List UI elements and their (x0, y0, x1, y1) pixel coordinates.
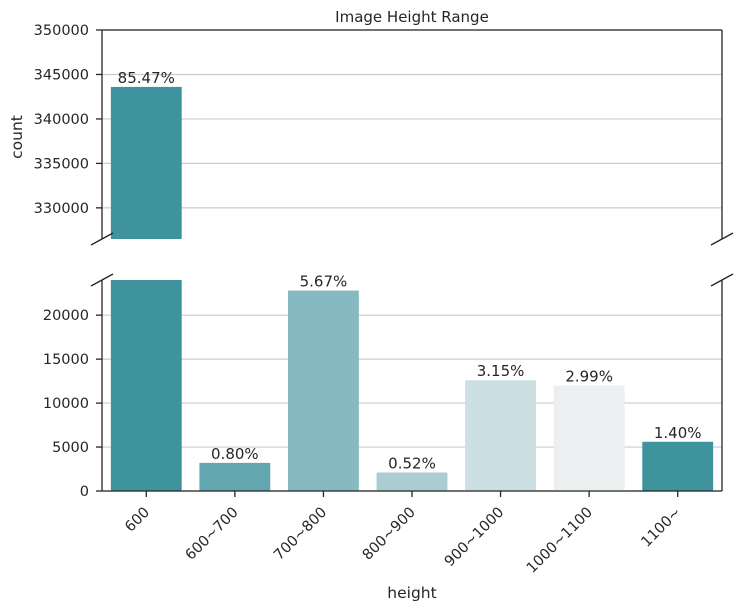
data-label-4: 3.15% (477, 362, 525, 380)
bar-lower-0 (110, 280, 182, 491)
data-label-2: 5.67% (300, 273, 348, 291)
bar-lower-4 (465, 380, 536, 491)
upper-y-tick-label-0: 330000 (34, 201, 89, 217)
upper-y-tick-label-3: 345000 (34, 67, 89, 83)
data-label-0: 85.47% (118, 69, 175, 87)
x-tick-label-1: 600~700 (183, 505, 242, 564)
bar-layer (110, 86, 714, 491)
data-label-6: 1.40% (654, 424, 702, 442)
tick-layer (96, 29, 679, 497)
x-tick-label-4: 900~1000 (442, 505, 508, 571)
data-label-5: 2.99% (565, 368, 613, 386)
break-mark-upper-left (90, 232, 114, 246)
break-mark-upper-right (710, 232, 734, 246)
data-label-1: 0.80% (211, 445, 259, 463)
spine-layer (90, 29, 734, 492)
break-mark-lower-right (710, 273, 734, 287)
lower-y-tick-label-3: 15000 (43, 352, 89, 368)
x-tick-label-6: 1100~ (639, 505, 685, 551)
upper-y-tick-label-4: 350000 (34, 23, 89, 39)
lower-y-tick-label-2: 10000 (43, 396, 89, 412)
data-label-3: 0.52% (388, 455, 436, 473)
lower-y-tick-label-4: 20000 (43, 308, 89, 324)
grid-layer (102, 29, 722, 492)
upper-y-tick-label-1: 335000 (34, 156, 89, 172)
x-tick-label-5: 1000~1100 (524, 505, 596, 577)
x-tick-label-0: 600 (122, 505, 153, 536)
x-tick-label-3: 800~900 (360, 505, 419, 564)
lower-y-tick-label-0: 0 (80, 484, 89, 500)
upper-y-tick-label-2: 340000 (34, 112, 89, 128)
x-tick-label-2: 700~800 (271, 505, 330, 564)
x-axis-title: height (387, 584, 436, 602)
bar-lower-6 (642, 441, 714, 491)
bar-lower-5 (553, 385, 625, 491)
lower-y-tick-label-1: 5000 (52, 440, 89, 456)
bar-lower-2 (288, 290, 359, 491)
chart-title: Image Height Range (335, 8, 489, 26)
break-mark-lower-left (90, 273, 114, 287)
bar-lower-1 (199, 462, 271, 491)
y-axis-title: count (8, 115, 26, 159)
bar-upper-0 (110, 86, 182, 239)
bar-lower-3 (376, 472, 448, 491)
